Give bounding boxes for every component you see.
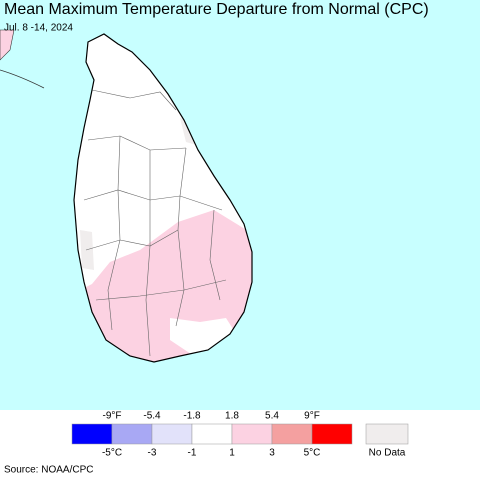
legend-label-f: 9°F [304, 411, 320, 422]
legend-swatch [111, 423, 153, 445]
legend-label-f: 5.4 [265, 411, 279, 422]
legend-label-c: 5°C [304, 448, 321, 459]
legend-swatch [311, 423, 353, 445]
no-data-label: No Data [369, 448, 406, 459]
legend-swatch [151, 423, 193, 445]
subtitle: Jul. 8 -14, 2024 [4, 23, 73, 34]
title: Mean Maximum Temperature Departure from … [4, 1, 429, 18]
legend-label-c: 3 [269, 448, 275, 459]
ocean [0, 0, 480, 410]
legend-label-c: -3 [148, 448, 157, 459]
legend-area [0, 410, 480, 480]
legend-swatch [71, 423, 113, 445]
legend-swatch [191, 423, 233, 445]
legend-label-c: -5°C [102, 448, 122, 459]
legend-label-f: 1.8 [225, 411, 239, 422]
india-coast [0, 29, 15, 61]
legend-swatch [271, 423, 313, 445]
no-data-swatch [365, 423, 409, 445]
district-borders [83, 89, 227, 357]
normal-patch [170, 318, 240, 360]
legend-label-c: -1 [188, 448, 197, 459]
legend-swatch [231, 423, 273, 445]
legend-label-f: -1.8 [183, 411, 201, 422]
legend-label-c: 1 [229, 448, 235, 459]
legend-label-f: -5.4 [143, 411, 161, 422]
india-coastline [0, 69, 45, 89]
legend-label-f: -9°F [103, 411, 122, 422]
legend: -9°F -5.4 -1.8 1.8 5.4 9°F -5°C -3 -1 1 3 5°C No Dat… [71, 411, 409, 459]
source: Source: NOAA/CPC [4, 465, 93, 476]
coastline [73, 33, 253, 363]
